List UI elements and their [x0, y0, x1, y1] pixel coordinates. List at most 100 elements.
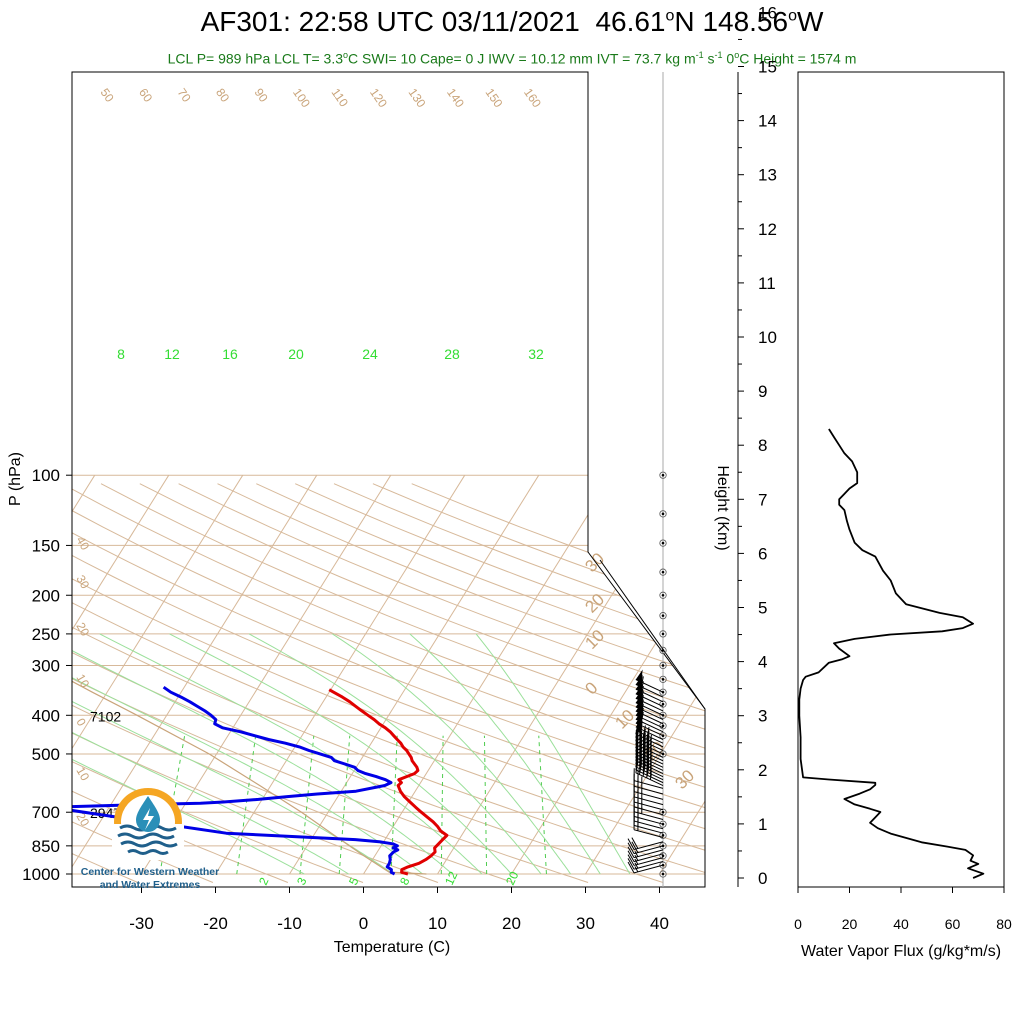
barb-flag: [627, 858, 635, 870]
temperature-tick-label: -30: [129, 914, 154, 933]
barb-half-flag: [641, 703, 644, 710]
moist-adiabat-label: 16: [222, 346, 238, 362]
isotherm-line: [0, 475, 21, 874]
logo-line-2: and Water Extremes: [99, 879, 201, 891]
wind-barb: [627, 858, 664, 870]
barb-flag: [646, 747, 650, 760]
isotherm-label-left: 30: [73, 573, 92, 592]
moist-adiabat-label: 28: [444, 346, 460, 362]
wind-dot: [661, 632, 665, 636]
pressure-tick-label: 300: [32, 656, 60, 675]
moist-adiabat-label: 12: [164, 346, 180, 362]
x-axis-label: Temperature (C): [334, 939, 450, 956]
mixing-ratio-line: [483, 735, 488, 875]
height-tick-label: 0: [758, 869, 767, 888]
dry-adiabat: [372, 483, 705, 883]
flux-plot-frame: [797, 71, 1005, 888]
barb-flag: [638, 734, 643, 747]
barb-flag: [642, 745, 646, 759]
barb-flag: [638, 744, 643, 757]
barb-half-flag: [649, 748, 652, 755]
wind-barb: [635, 742, 664, 768]
dry-adiabat: [100, 483, 705, 883]
calm-wind-marker: [659, 661, 667, 670]
wind-dot: [661, 810, 665, 814]
height-tick-label: 9: [758, 382, 767, 401]
barb-flag: [646, 744, 650, 757]
temperature-tick-label: 10: [428, 914, 447, 933]
barb-flag: [627, 842, 635, 854]
temperature-tick-label: 20: [502, 914, 521, 933]
cw3e-logo: [112, 788, 184, 860]
height-tick-label: 5: [758, 599, 767, 618]
dry-adiabat: [72, 483, 705, 883]
isotherm-label-right: 30: [671, 766, 698, 793]
calm-wind-marker: [659, 732, 667, 740]
barb-flag: [635, 729, 639, 742]
barb-half-flag: [634, 866, 639, 873]
wind-barb: [627, 841, 664, 855]
barb-flag: [642, 763, 646, 777]
barb-flag: [635, 732, 639, 745]
isotherm-label-right: 20: [581, 590, 608, 617]
wind-dot: [661, 649, 665, 652]
barb-staff: [633, 806, 664, 816]
moist-adiabat: [169, 633, 512, 875]
barb-flag: [646, 730, 650, 743]
calm-wind-marker: [659, 700, 667, 708]
calm-wind-marker: [659, 852, 667, 860]
wind-dot: [661, 593, 665, 597]
flux-tick-label: 60: [945, 916, 961, 932]
moist-adiabat: [72, 633, 394, 875]
barb-flag: [646, 762, 650, 776]
barb-flag: [635, 742, 639, 755]
wind-dot: [661, 664, 665, 667]
flux-x-axis-label: Water Vapor Flux (g/kg*m/s): [801, 943, 1001, 960]
pressure-tick-label: 1000: [22, 865, 60, 884]
calm-wind-marker: [659, 831, 667, 839]
barb-flag: [638, 759, 643, 772]
height-tick-label: 2: [758, 761, 767, 780]
calm-wind-marker: [659, 510, 667, 518]
barb-half-flag: [649, 761, 652, 768]
skew-t-grid: [0, 474, 983, 883]
wind-dot: [661, 473, 665, 477]
pressure-tick-label: 850: [32, 837, 60, 856]
dry-adiabat-label: 120: [367, 86, 390, 111]
wind-dot: [661, 834, 665, 837]
barb-flag: [638, 730, 643, 744]
barb-flag: [646, 734, 650, 747]
isotherm-line: [734, 475, 983, 874]
wind-barb: [635, 748, 664, 775]
barb-half-flag: [641, 699, 644, 706]
barb-flag: [646, 753, 650, 767]
dry-adiabat: [217, 483, 705, 883]
dry-adiabat-label: 110: [329, 86, 352, 110]
isotherm-line: [585, 474, 705, 875]
calm-wind-marker: [659, 808, 667, 816]
barb-flag: [635, 725, 639, 738]
barb-flag: [646, 765, 650, 779]
barb-flag: [642, 758, 646, 771]
moist-adiabat: [99, 633, 483, 875]
barb-half-flag: [649, 764, 652, 771]
dry-adiabat-label: 70: [175, 86, 194, 105]
dry-adiabat: [139, 483, 705, 883]
barb-flag: [646, 759, 650, 773]
moist-adiabat: [248, 633, 542, 875]
barb-staff: [633, 849, 664, 859]
dry-adiabat: [72, 483, 705, 883]
wind-dot: [661, 678, 665, 681]
calm-wind-marker: [659, 870, 667, 878]
barb-staff: [633, 785, 664, 795]
barb-staff: [633, 780, 664, 789]
barb-flag: [642, 752, 646, 765]
barb-flag: [646, 737, 650, 750]
flux-tick-label: 40: [893, 916, 909, 932]
flux-profile-line: [798, 428, 985, 879]
calm-wind-marker: [659, 612, 667, 620]
dry-adiabat: [72, 483, 364, 883]
pressure-tick-label: 150: [32, 536, 60, 555]
barb-flag: [635, 735, 639, 749]
